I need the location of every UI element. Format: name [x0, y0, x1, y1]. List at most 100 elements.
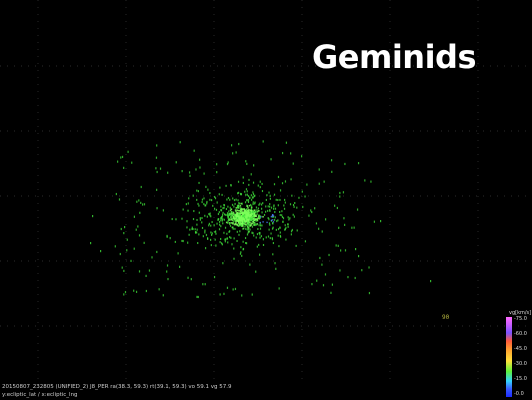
- meteor-point: [245, 214, 247, 217]
- meteor-point: [244, 213, 246, 216]
- meteor-point: [246, 228, 248, 231]
- meteor-point: [239, 230, 241, 233]
- meteor-point: [249, 219, 251, 222]
- meteor-point: [221, 217, 223, 220]
- meteor-point: [242, 217, 244, 220]
- meteor-point: [231, 203, 234, 206]
- meteor-point: [233, 205, 235, 208]
- meteor-point: [318, 182, 320, 185]
- meteor-point: [339, 195, 341, 198]
- meteor-point: [294, 202, 296, 205]
- meteor-point: [234, 287, 237, 291]
- meteor-point: [235, 219, 237, 221]
- meteor-point: [274, 211, 276, 214]
- meteor-point: [179, 141, 181, 144]
- meteor-point: [258, 224, 260, 227]
- meteor-point: [298, 196, 300, 199]
- meteor-point: [201, 198, 204, 201]
- meteor-point: [272, 242, 275, 245]
- meteor-point: [224, 226, 227, 229]
- meteor-point: [191, 226, 193, 229]
- meteor-point: [211, 233, 213, 236]
- meteor-point: [236, 223, 239, 226]
- meteor-point: [209, 214, 211, 217]
- meteor-point: [281, 210, 283, 213]
- meteor-point: [218, 211, 220, 214]
- meteor-point: [323, 180, 325, 183]
- meteor-point: [246, 199, 248, 202]
- meteor-point: [247, 209, 250, 211]
- meteor-point: [241, 202, 243, 205]
- meteor-point: [251, 196, 254, 199]
- meteor-point: [245, 208, 248, 211]
- meteor-point: [215, 232, 217, 235]
- meteor-point: [238, 219, 240, 222]
- meteor-point: [279, 198, 281, 201]
- meteor-point: [292, 213, 294, 216]
- meteor-point: [213, 224, 215, 227]
- meteor-point: [270, 232, 272, 235]
- meteor-point: [226, 212, 229, 215]
- meteor-point: [239, 252, 242, 255]
- meteor-point: [251, 217, 253, 220]
- meteor-point: [254, 223, 256, 226]
- meteor-point: [256, 213, 258, 216]
- meteor-point: [321, 230, 323, 233]
- meteor-point: [248, 224, 250, 227]
- meteor-point: [209, 198, 211, 201]
- meteor-point: [166, 270, 168, 273]
- meteor-point: [236, 213, 238, 216]
- meteor-point: [246, 215, 249, 218]
- meteor-point: [273, 205, 275, 208]
- meteor-point: [206, 237, 209, 240]
- meteor-point: [192, 194, 194, 197]
- meteor-point: [199, 217, 201, 220]
- meteor-point: [220, 216, 223, 219]
- meteor-point: [249, 228, 251, 231]
- meteor-point: [223, 292, 225, 295]
- meteor-point: [210, 231, 212, 234]
- meteor-point: [266, 221, 268, 224]
- meteor-point: [158, 288, 160, 291]
- meteor-point: [257, 228, 259, 231]
- meteor-point: [237, 214, 239, 217]
- meteor-point: [292, 162, 294, 165]
- meteor-point: [251, 222, 254, 225]
- meteor-point: [252, 181, 255, 184]
- meteor-point: [271, 237, 273, 240]
- meteor-point: [227, 213, 229, 216]
- meteor-point: [251, 293, 253, 296]
- meteor-point: [247, 201, 250, 204]
- meteor-point: [279, 226, 281, 229]
- meteor-point: [251, 219, 253, 222]
- meteor-point: [250, 222, 253, 225]
- meteor-point: [240, 215, 243, 218]
- meteor-point: [328, 253, 330, 257]
- meteor-point: [258, 243, 260, 246]
- meteor-point: [255, 206, 258, 209]
- meteor-point: [242, 181, 244, 184]
- meteor-point: [262, 221, 264, 223]
- meteor-point: [240, 224, 243, 227]
- meteor-point: [347, 276, 349, 279]
- meteor-point: [256, 210, 258, 213]
- meteor-point: [232, 288, 234, 291]
- meteor-point: [197, 295, 199, 299]
- meteor-point: [251, 205, 253, 208]
- meteor-point: [343, 217, 345, 220]
- meteor-point: [252, 203, 254, 206]
- meteor-point: [252, 213, 254, 216]
- meteor-point: [237, 180, 240, 183]
- meteor-point: [196, 231, 198, 234]
- meteor-point: [251, 211, 254, 214]
- meteor-point: [248, 213, 250, 215]
- meteor-point: [208, 224, 210, 227]
- meteor-point: [252, 220, 254, 223]
- meteor-point: [254, 218, 257, 220]
- meteor-point: [281, 182, 284, 185]
- meteor-point: [251, 215, 254, 218]
- meteor-point: [274, 262, 276, 265]
- meteor-point: [220, 209, 222, 212]
- meteor-point: [240, 223, 243, 225]
- meteor-point: [232, 227, 234, 230]
